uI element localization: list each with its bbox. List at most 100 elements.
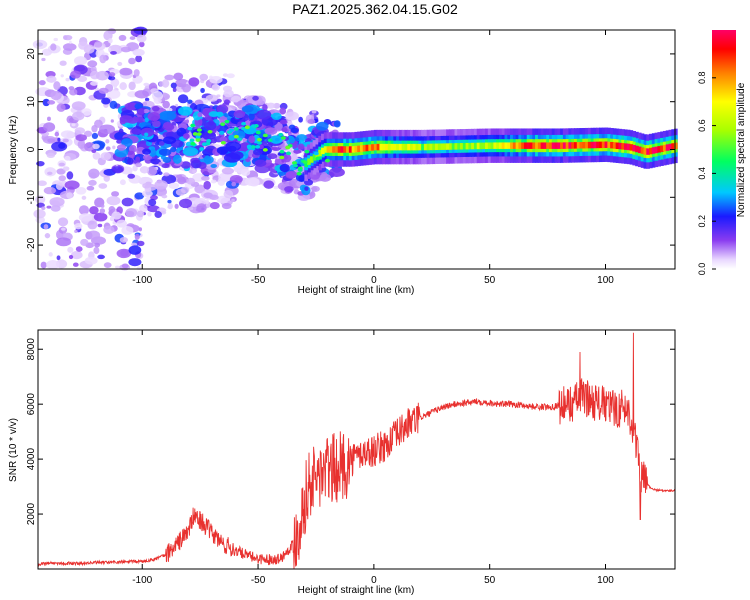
spectrogram-cell <box>601 141 606 149</box>
spectrogram-cell <box>179 198 193 209</box>
spectrogram-cell <box>98 124 116 135</box>
spectrogram-x-tick-label: -100 <box>132 275 152 286</box>
spectrogram-cell <box>108 47 111 51</box>
spectrogram-cell <box>304 149 310 154</box>
spectrogram-cell <box>404 143 409 151</box>
spectrogram-cell <box>158 161 163 166</box>
spectrogram-cell <box>94 242 101 248</box>
spectrogram-cell <box>95 70 110 81</box>
spectrogram-cell <box>178 89 184 93</box>
spectrogram-cell <box>279 149 285 154</box>
spectrogram-cell <box>128 57 136 65</box>
spectrogram-cell <box>109 100 118 109</box>
spectrogram-cell <box>382 143 386 151</box>
spectrogram-cell <box>194 184 206 194</box>
spectrogram-cell <box>290 127 299 133</box>
spectrogram-y-tick-label: -20 <box>26 237 37 252</box>
spectrogram-cell <box>158 148 172 156</box>
spectrogram-cell <box>206 139 212 143</box>
spectrogram-cell <box>258 144 264 150</box>
spectrogram-cell <box>42 136 57 144</box>
spectrogram-cell <box>346 146 350 153</box>
spectrogram-cell <box>72 111 85 121</box>
colorbar-ticks: 0.0 0.2 0.4 0.6 0.8 <box>697 72 716 275</box>
spectrogram-cell <box>282 153 292 163</box>
spectrogram-cell <box>42 48 52 56</box>
spectrogram-y-tick-label: -10 <box>26 190 37 205</box>
spectrogram-cell <box>252 95 259 101</box>
spectrogram-cell <box>254 159 267 167</box>
spectrogram-cell <box>612 142 617 149</box>
spectrogram-cell <box>216 111 224 118</box>
spectrogram-cell <box>134 90 149 99</box>
spectrogram-cell <box>635 145 639 153</box>
spectrogram-cell <box>187 99 193 104</box>
spectrogram-cell <box>101 97 111 105</box>
spectrogram-cell <box>446 143 450 150</box>
spectrogram-cell <box>201 175 210 181</box>
spectrogram-cell <box>256 141 262 145</box>
spectrogram-cell <box>237 137 243 142</box>
spectrogram-cell <box>62 166 70 171</box>
spectrogram-cell <box>50 205 61 212</box>
spectrogram-cell <box>587 141 592 149</box>
spectrogram-cell <box>255 144 261 149</box>
spectrogram-cell <box>537 142 542 149</box>
spectrogram-cell <box>162 100 170 109</box>
spectrogram-cell <box>271 146 278 151</box>
spectrogram-cell <box>240 142 250 152</box>
spectrogram-cell <box>337 146 342 153</box>
spectrogram-cell <box>142 154 153 161</box>
spectrogram-cell <box>223 190 234 199</box>
spectrogram-cell <box>91 132 99 139</box>
spectrogram-cell <box>137 108 145 115</box>
spectrogram-cell <box>211 83 220 91</box>
spectrogram-cell <box>398 143 403 151</box>
spectrogram-cell <box>66 192 73 199</box>
spectrogram-cell <box>138 41 145 48</box>
spectrogram-cell <box>297 168 303 172</box>
spectrogram-cell <box>551 142 556 149</box>
spectrogram-cell <box>49 197 65 207</box>
spectrogram-cell <box>468 142 472 150</box>
spectrogram-cell <box>80 238 89 246</box>
spectrogram-cell <box>293 149 302 154</box>
spectrogram-cell <box>159 110 177 121</box>
spectrogram-cell <box>649 147 653 155</box>
spectrogram-cell <box>429 143 434 151</box>
spectrogram-cell <box>152 90 164 101</box>
spectrogram-cell <box>199 73 209 81</box>
spectrogram-cell <box>37 180 47 187</box>
snr-y-axis-label: SNR (10 * v/v) <box>8 418 19 482</box>
spectrogram-cell <box>487 142 492 149</box>
spectrogram-cell <box>105 139 110 144</box>
spectrogram-cell <box>196 128 202 132</box>
spectrogram-cell <box>128 258 142 267</box>
spectrogram-cell <box>187 126 193 131</box>
spectrogram-cell <box>208 111 219 118</box>
spectrogram-cell <box>99 54 107 64</box>
spectrogram-cell <box>50 43 57 51</box>
spectrogram-cell <box>111 211 122 220</box>
spectrogram-cell <box>273 185 279 190</box>
spectrogram-y-tick-label: 0 <box>26 146 37 152</box>
colorbar: 0.0 0.2 0.4 0.6 0.8 Normalized spectral ampl… <box>697 30 747 275</box>
spectrogram-cell <box>152 120 161 128</box>
spectrogram-cell <box>144 97 150 102</box>
spectrogram-cell <box>65 77 70 82</box>
spectrogram-cell <box>144 132 149 137</box>
spectrogram-cell <box>310 185 320 193</box>
spectrogram-cell <box>515 142 520 149</box>
spectrogram-cell <box>139 166 150 174</box>
spectrogram-cell <box>50 90 62 101</box>
spectrogram-cell <box>256 137 262 142</box>
spectrogram-cell <box>113 85 117 89</box>
spectrogram-cell <box>94 41 103 48</box>
spectrogram-cell <box>521 142 525 149</box>
spectrogram-cell <box>59 60 67 66</box>
spectrogram-cell <box>84 141 96 152</box>
spectrogram-cell <box>142 148 151 155</box>
spectrogram-cell <box>203 155 211 164</box>
spectrogram-cell <box>646 148 650 155</box>
